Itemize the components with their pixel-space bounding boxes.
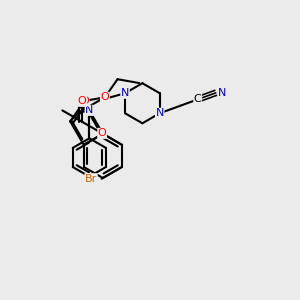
Text: C: C <box>194 94 202 104</box>
Text: N: N <box>85 105 94 115</box>
Text: Br: Br <box>85 174 97 184</box>
Text: N: N <box>218 88 226 98</box>
Text: O: O <box>98 128 106 138</box>
Text: N: N <box>155 108 164 118</box>
Text: O: O <box>100 92 109 102</box>
Text: O: O <box>78 96 87 106</box>
Text: O: O <box>80 96 89 106</box>
Text: N: N <box>121 88 129 98</box>
